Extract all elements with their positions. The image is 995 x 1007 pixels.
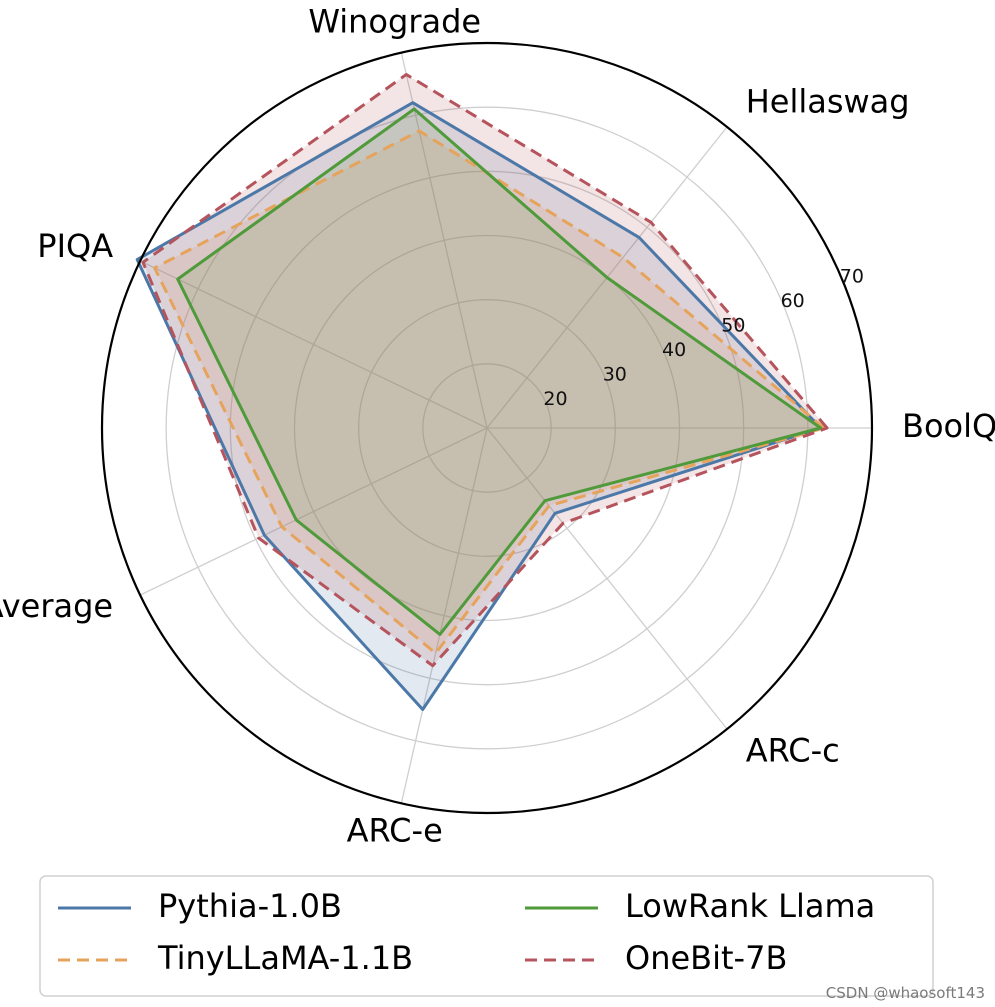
radial-tick-label: 20 [543, 388, 567, 410]
axis-label-winograde: Winograde [308, 2, 481, 40]
radial-tick-labels: 20 30 40 50 60 70 [543, 265, 864, 410]
radial-tick-label: 70 [840, 265, 864, 287]
legend-label-3: OneBit-7B [625, 939, 787, 977]
radial-tick-label: 60 [781, 290, 805, 312]
axis-label-hellaswag: Hellaswag [746, 83, 910, 121]
radial-tick-label: 40 [662, 339, 686, 361]
series-fill-2 [177, 109, 821, 635]
series-line-3 [141, 73, 829, 668]
series-fill-0 [137, 102, 821, 710]
axis-label-boolq: BoolQ [902, 407, 995, 445]
axis-label-arc-c: ARC-c [746, 732, 840, 770]
axis-label-arc-e: ARC-e [347, 812, 443, 850]
series-line-2 [176, 107, 823, 636]
polar-grid [139, 52, 872, 804]
series-fills [137, 74, 828, 710]
frame-circle [100, 41, 874, 815]
series-fill-3 [143, 74, 828, 666]
series-fill-1 [154, 130, 824, 654]
spoke-6 [486, 427, 728, 730]
axis-label-piqa: PIQA [37, 227, 113, 265]
watermark-text: CSDN @whaosoft143 [826, 984, 985, 1002]
spoke-3 [139, 260, 488, 429]
series-lines [135, 73, 829, 711]
radial-tick-label: 50 [721, 315, 745, 337]
legend-box [39, 875, 934, 997]
spoke-4 [139, 427, 488, 596]
radial-tick-label: 30 [603, 364, 627, 386]
legend-label-2: LowRank Llama [625, 887, 875, 925]
legend-label-1: TinyLLaMA-1.1B [157, 939, 413, 977]
outer-frame [100, 41, 874, 815]
spoke-5 [400, 427, 488, 804]
legend-label-0: Pythia-1.0B [158, 887, 342, 925]
spoke-2 [400, 52, 488, 429]
legend: Pythia-1.0B TinyLLaMA-1.1B LowRank Llama On… [39, 875, 934, 997]
